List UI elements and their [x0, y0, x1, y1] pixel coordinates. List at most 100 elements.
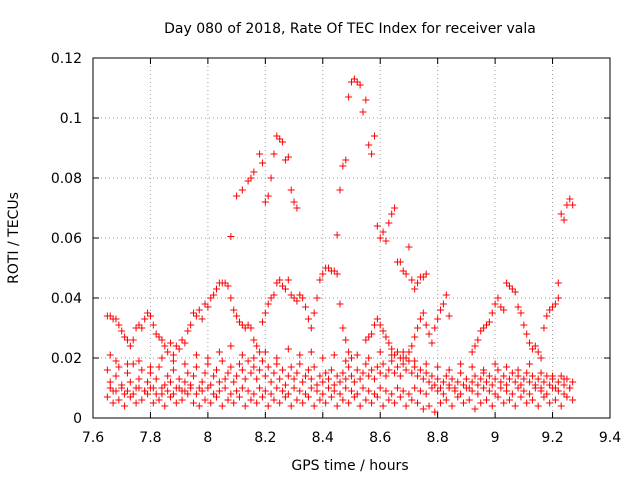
data-point — [526, 360, 534, 368]
data-point — [210, 390, 218, 398]
data-point — [112, 387, 120, 395]
data-point — [359, 384, 367, 392]
data-point — [325, 375, 333, 383]
data-point — [192, 312, 200, 320]
data-point — [411, 333, 419, 341]
data-point — [442, 372, 450, 380]
data-point — [333, 270, 341, 278]
data-point — [233, 312, 241, 320]
data-point — [333, 402, 341, 410]
data-point — [247, 396, 255, 404]
data-point — [477, 327, 485, 335]
data-point — [258, 318, 266, 326]
data-point — [523, 330, 531, 338]
data-point — [270, 150, 278, 158]
data-point — [293, 204, 301, 212]
data-point — [267, 174, 275, 182]
data-point — [192, 351, 200, 359]
data-point — [287, 402, 295, 410]
data-point — [304, 366, 312, 374]
data-point — [474, 336, 482, 344]
data-point — [356, 81, 364, 89]
data-point — [350, 393, 358, 401]
data-point — [442, 396, 450, 404]
data-point — [488, 309, 496, 317]
data-point — [365, 387, 373, 395]
data-point — [419, 405, 427, 413]
data-point — [190, 309, 198, 317]
data-point — [261, 372, 269, 380]
data-point — [258, 159, 266, 167]
data-point — [434, 363, 442, 371]
data-point — [123, 369, 131, 377]
data-point — [549, 384, 557, 392]
data-point — [235, 360, 243, 368]
data-point — [284, 345, 292, 353]
data-point — [488, 381, 496, 389]
data-point — [310, 363, 318, 371]
data-point — [505, 375, 513, 383]
data-point — [399, 354, 407, 362]
data-point — [408, 276, 416, 284]
data-point — [224, 282, 232, 290]
data-point — [528, 345, 536, 353]
data-point — [106, 378, 114, 386]
x-tick-label: 9.4 — [599, 430, 621, 446]
data-point — [511, 402, 519, 410]
data-point — [526, 339, 534, 347]
data-point — [514, 303, 522, 311]
data-point — [370, 375, 378, 383]
data-point — [531, 384, 539, 392]
data-point — [411, 285, 419, 293]
data-point — [201, 369, 209, 377]
data-point — [284, 372, 292, 380]
x-tick-label: 9 — [491, 430, 500, 446]
data-point — [238, 186, 246, 194]
data-point — [350, 75, 358, 83]
data-point — [158, 384, 166, 392]
data-point — [304, 315, 312, 323]
data-point — [402, 366, 410, 374]
data-point — [508, 285, 516, 293]
data-point — [482, 396, 490, 404]
data-point — [227, 294, 235, 302]
data-point — [445, 312, 453, 320]
data-point — [261, 198, 269, 206]
y-tick-label: 0.1 — [60, 111, 82, 127]
data-point — [213, 366, 221, 374]
data-point — [448, 402, 456, 410]
data-point — [256, 384, 264, 392]
data-point — [267, 378, 275, 386]
data-point — [342, 156, 350, 164]
data-point — [348, 372, 355, 380]
data-point — [258, 393, 266, 401]
data-point — [241, 402, 249, 410]
data-point — [267, 390, 275, 398]
data-point — [221, 384, 229, 392]
y-tick-label: 0.06 — [51, 231, 82, 247]
data-point — [221, 279, 229, 287]
data-point — [393, 363, 401, 371]
data-point — [281, 285, 289, 293]
data-point — [500, 372, 508, 380]
data-point — [554, 387, 562, 395]
data-point — [327, 393, 335, 401]
data-point — [115, 363, 123, 371]
data-point — [408, 342, 416, 350]
data-point — [379, 360, 387, 368]
data-point — [103, 366, 111, 374]
data-point — [462, 375, 470, 383]
data-point — [190, 399, 198, 407]
data-point — [411, 363, 419, 371]
data-point — [376, 369, 384, 377]
data-point — [563, 393, 571, 401]
data-point — [164, 372, 172, 380]
data-point — [290, 294, 298, 302]
data-point — [474, 381, 482, 389]
data-point — [514, 372, 522, 380]
data-point — [382, 237, 390, 245]
data-point — [336, 390, 344, 398]
data-point — [551, 396, 559, 404]
data-point — [514, 366, 522, 374]
data-point — [144, 390, 152, 398]
